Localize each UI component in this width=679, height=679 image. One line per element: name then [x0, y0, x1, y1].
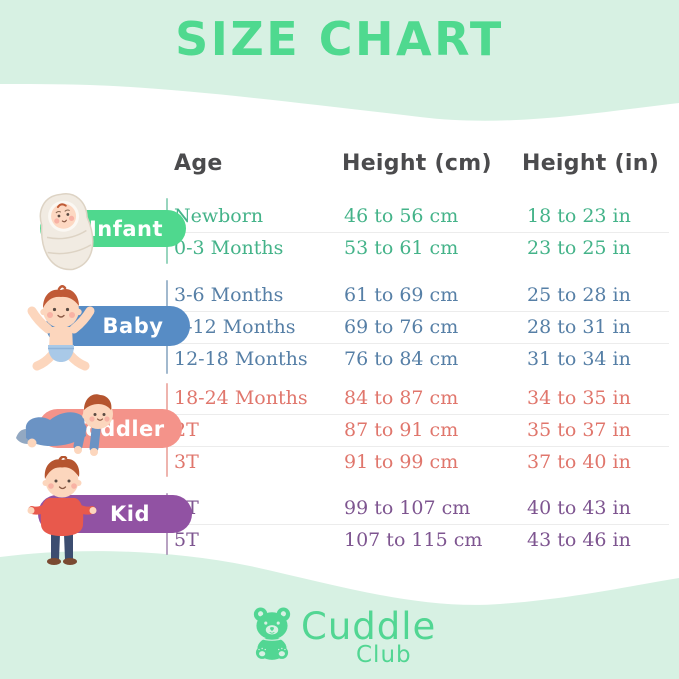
age-cell: 6-12 Months [174, 316, 296, 338]
teddy-bear-logo-icon [253, 607, 291, 660]
group-infant: Newborn 46 to 56 cm 18 to 23 in 0-3 Mont… [0, 198, 679, 264]
height-in-cell: 28 to 31 in [527, 316, 631, 338]
height-cm-cell: 53 to 61 cm [344, 237, 459, 259]
kid-pill-label: Kid [109, 502, 150, 526]
age-cell: Newborn [174, 205, 264, 227]
height-in-cell: 18 to 23 in [527, 205, 631, 227]
row-divider [170, 232, 669, 233]
height-cm-cell: 84 to 87 cm [344, 387, 459, 409]
height-cm-cell: 76 to 84 cm [344, 348, 459, 370]
row-divider [170, 343, 669, 344]
height-cm-cell: 69 to 76 cm [344, 316, 459, 338]
brand-name-club: Club [356, 642, 412, 668]
height-cm-cell: 107 to 115 cm [344, 529, 483, 551]
crawling-toddler-illustration [16, 394, 113, 456]
column-header-height-in: Height (in) [522, 151, 660, 176]
height-cm-cell: 87 to 91 cm [344, 419, 459, 441]
brand-name-cuddle: Cuddle [301, 605, 437, 648]
age-cell: 12-18 Months [174, 348, 308, 370]
height-cm-cell: 61 to 69 cm [344, 284, 459, 306]
height-in-cell: 40 to 43 in [527, 497, 631, 519]
height-in-cell: 43 to 46 in [527, 529, 631, 551]
standing-kid-illustration [27, 456, 97, 565]
sitting-baby-illustration [27, 285, 95, 371]
age-cell: 3-6 Months [174, 284, 284, 306]
group-toddler: 18-24 Months 84 to 87 cm 34 to 35 in 2T … [0, 383, 679, 477]
age-cell: 3T [174, 451, 199, 473]
height-cm-cell: 91 to 99 cm [344, 451, 459, 473]
age-cell: 0-3 Months [174, 237, 284, 259]
column-header-age: Age [174, 151, 223, 176]
height-in-cell: 31 to 34 in [527, 348, 631, 370]
height-cm-cell: 46 to 56 cm [344, 205, 459, 227]
height-in-cell: 25 to 28 in [527, 284, 631, 306]
row-divider [170, 524, 669, 525]
age-cell: 18-24 Months [174, 387, 308, 409]
age-cell: 5T [174, 529, 199, 551]
swaddled-infant-illustration [39, 193, 94, 271]
row-divider [170, 311, 669, 312]
height-cm-cell: 99 to 107 cm [344, 497, 471, 519]
page-title: SIZE CHART [175, 12, 504, 66]
height-in-cell: 34 to 35 in [527, 387, 631, 409]
height-in-cell: 35 to 37 in [527, 419, 631, 441]
infant-pill-label: Infant [88, 216, 164, 241]
row-divider [170, 414, 669, 415]
height-in-cell: 23 to 25 in [527, 237, 631, 259]
row-divider [170, 446, 669, 447]
height-in-cell: 37 to 40 in [527, 451, 631, 473]
column-header-height-cm: Height (cm) [342, 151, 492, 176]
baby-pill-label: Baby [102, 314, 164, 338]
